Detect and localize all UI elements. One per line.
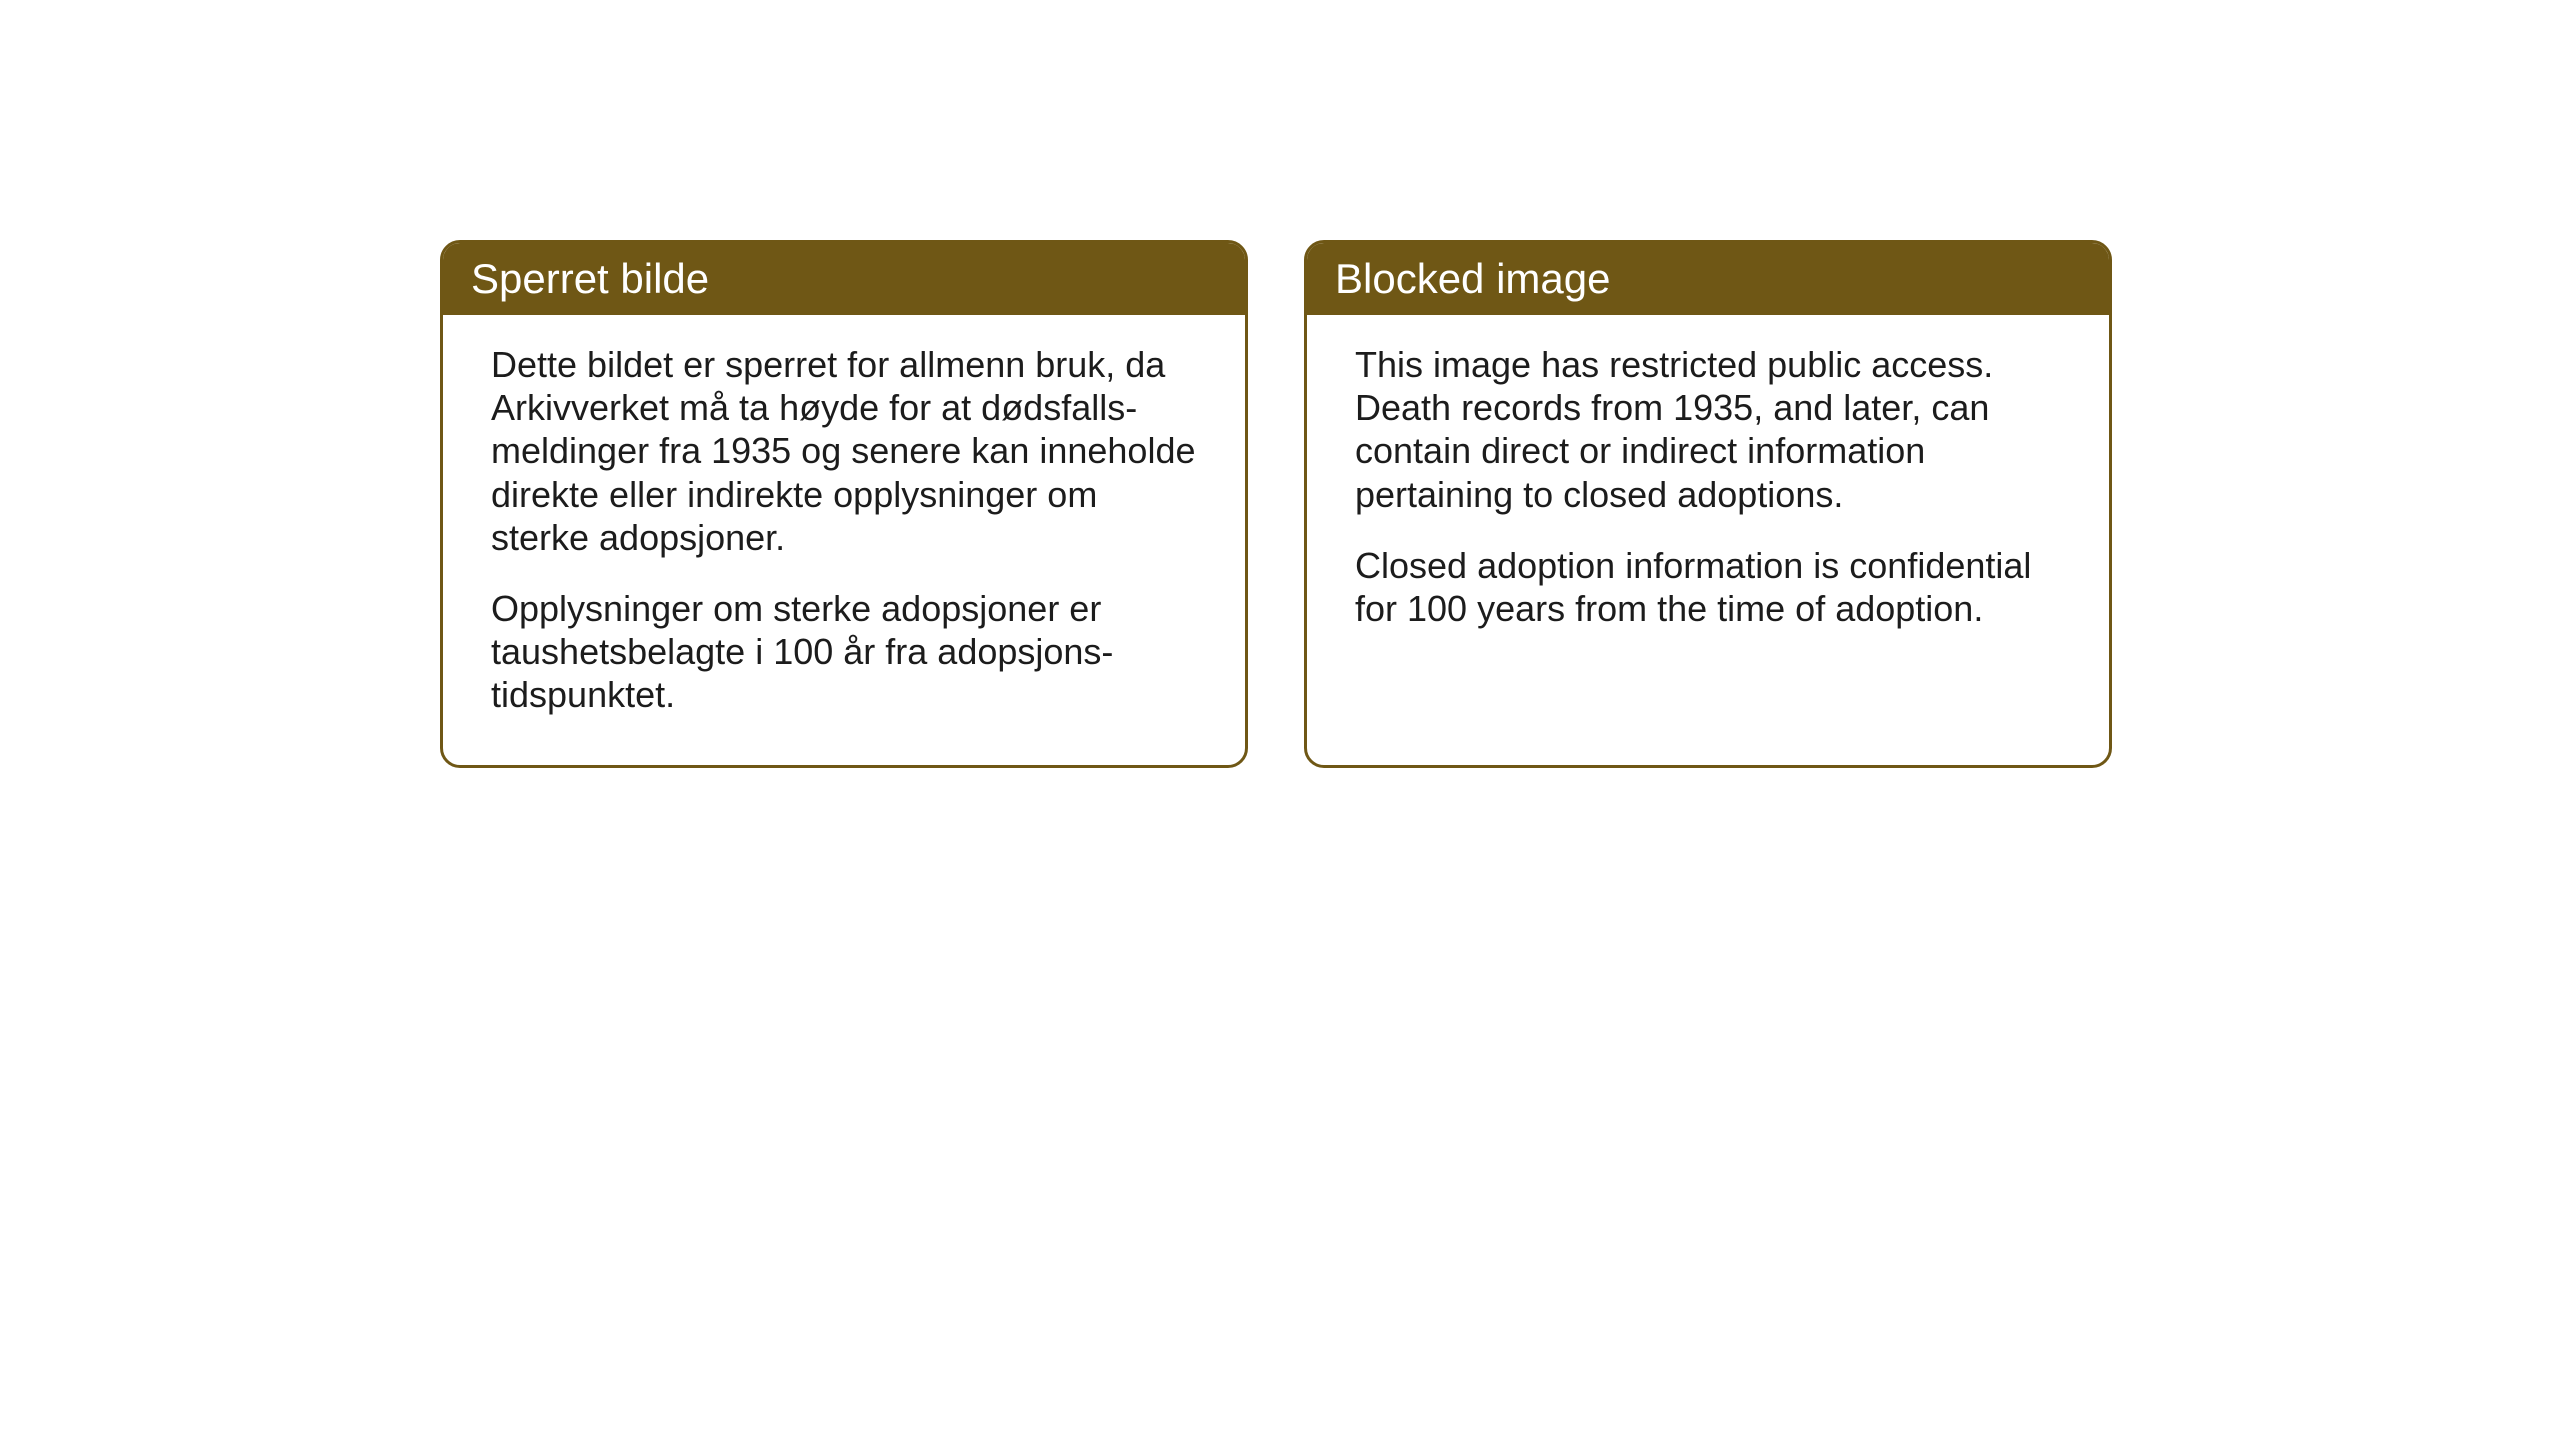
card-paragraph-2: Opplysninger om sterke adopsjoner er tau… xyxy=(491,587,1197,717)
card-body: Dette bildet er sperret for allmenn bruk… xyxy=(443,315,1245,765)
notice-card-english: Blocked image This image has restricted … xyxy=(1304,240,2112,768)
card-header: Sperret bilde xyxy=(443,243,1245,315)
notice-container: Sperret bilde Dette bildet er sperret fo… xyxy=(440,240,2112,768)
notice-card-norwegian: Sperret bilde Dette bildet er sperret fo… xyxy=(440,240,1248,768)
card-paragraph-1: Dette bildet er sperret for allmenn bruk… xyxy=(491,343,1197,559)
card-paragraph-2: Closed adoption information is confident… xyxy=(1355,544,2061,630)
card-paragraph-1: This image has restricted public access.… xyxy=(1355,343,2061,516)
card-title: Sperret bilde xyxy=(471,255,709,302)
card-header: Blocked image xyxy=(1307,243,2109,315)
card-title: Blocked image xyxy=(1335,255,1610,302)
card-body: This image has restricted public access.… xyxy=(1307,315,2109,678)
